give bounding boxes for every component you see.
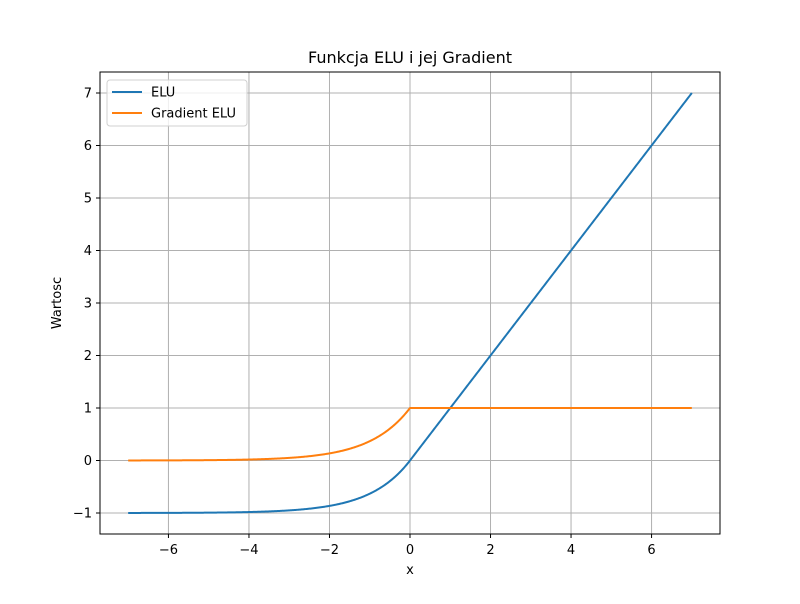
chart-title: Funkcja ELU i jej Gradient xyxy=(308,48,512,67)
y-axis-ticks: −1 0 1 2 3 4 5 6 7 xyxy=(73,87,100,522)
x-tick-label: 2 xyxy=(486,543,494,558)
x-tick-label: −6 xyxy=(159,543,178,558)
x-tick-label: 0 xyxy=(406,543,414,558)
x-tick-label: −4 xyxy=(239,543,258,558)
y-tick-label: 2 xyxy=(84,349,92,364)
legend-label-elu: ELU xyxy=(151,86,175,101)
y-tick-label: 3 xyxy=(84,297,92,312)
x-tick-label: 6 xyxy=(647,543,655,558)
legend-label-gradient-elu: Gradient ELU xyxy=(151,107,236,122)
x-tick-label: −2 xyxy=(320,543,339,558)
series-line-elu xyxy=(128,92,693,514)
x-axis-ticks: −6 −4 −2 0 2 4 6 xyxy=(159,534,656,558)
y-tick-label: 0 xyxy=(84,454,92,469)
x-tick-label: 4 xyxy=(567,543,575,558)
legend: ELU Gradient ELU xyxy=(106,79,248,127)
series-line-gradient-elu xyxy=(128,407,692,462)
x-axis-label: x xyxy=(406,563,414,578)
series-lines xyxy=(128,92,693,514)
y-tick-label: −1 xyxy=(73,507,92,522)
y-tick-label: 6 xyxy=(84,139,92,154)
y-tick-label: 1 xyxy=(84,402,92,417)
y-tick-label: 4 xyxy=(84,244,92,259)
y-tick-label: 7 xyxy=(84,87,92,102)
y-tick-label: 5 xyxy=(84,192,92,207)
y-axis-label: Wartosc xyxy=(50,277,65,329)
